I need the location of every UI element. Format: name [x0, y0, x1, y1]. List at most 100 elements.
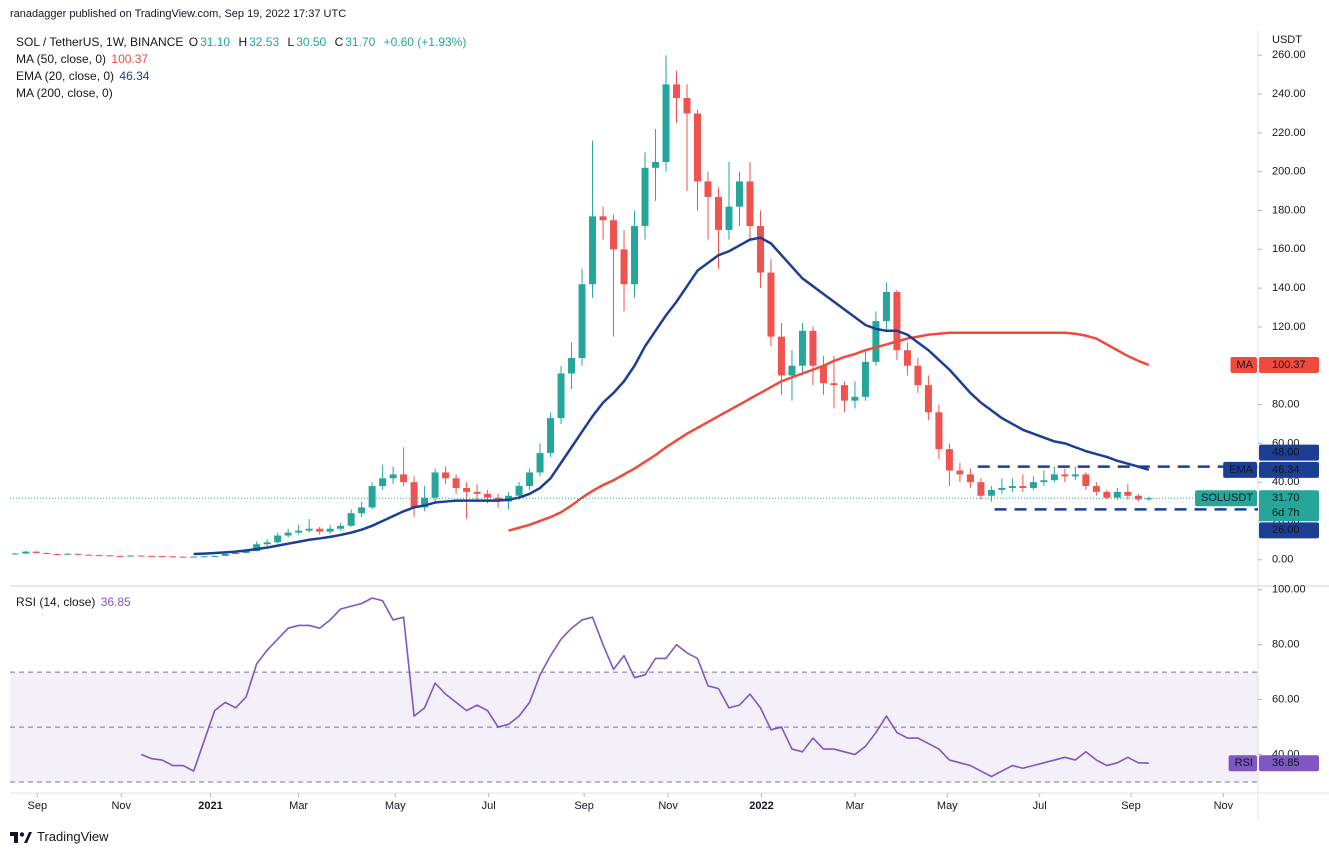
- candle-body: [830, 383, 838, 386]
- candle-body: [22, 551, 30, 554]
- candle-body: [1019, 486, 1027, 488]
- price-tag-name-box: [1195, 490, 1257, 507]
- ohlc-value: 30.50: [296, 35, 327, 49]
- candle-body: [1134, 495, 1142, 500]
- legend: SOL / TetherUS, 1W, BINANCE O 31.10 H 32.5…: [16, 34, 471, 102]
- ohlc-key: L: [287, 35, 295, 49]
- price-tag-value: 46.34: [1272, 464, 1300, 476]
- candle-body: [242, 551, 250, 553]
- y-tick-label: 100.00: [1272, 584, 1306, 596]
- y-tick-label: 220.00: [1272, 127, 1306, 139]
- price-tag-value: 36.85: [1272, 757, 1300, 769]
- candle-body: [1113, 491, 1121, 498]
- candle-body: [211, 555, 219, 557]
- candle-body: [777, 336, 785, 376]
- x-tick-label: Sep: [28, 800, 48, 812]
- y-tick-label: 80.00: [1272, 639, 1300, 651]
- legend-value: 100.37: [111, 52, 149, 66]
- logo: [10, 831, 32, 843]
- candle-body: [463, 487, 471, 492]
- candle-body: [1071, 474, 1079, 477]
- candle-body: [851, 396, 859, 401]
- price-tag-value: 100.37: [1272, 359, 1306, 371]
- candle-body: [53, 553, 61, 555]
- candle-body: [714, 196, 722, 230]
- x-tick-label: Jul: [1033, 800, 1047, 812]
- y-axis-label: USDT: [1272, 34, 1302, 46]
- legend-value: 36.85: [100, 595, 131, 609]
- x-tick-label: Mar: [845, 800, 864, 812]
- candle-body: [305, 528, 313, 531]
- candle-body: [1029, 482, 1037, 488]
- candle-body: [767, 272, 775, 337]
- candle-body: [148, 555, 156, 557]
- ohlc-key: O: [188, 35, 199, 49]
- candle-body: [74, 553, 82, 555]
- published-note: ranadagger published on TradingView.com,…: [10, 8, 347, 20]
- candle-body: [956, 470, 964, 475]
- price-tag-box: [1259, 461, 1319, 478]
- candle-body: [473, 491, 481, 494]
- candle-body: [169, 556, 177, 558]
- price-tag-box: [1259, 490, 1319, 522]
- candle-body: [840, 385, 848, 401]
- candle-body: [43, 552, 51, 554]
- candle-body: [1050, 474, 1058, 481]
- candle-body: [1124, 491, 1132, 496]
- x-tick-label: Nov: [111, 800, 131, 812]
- candle-body: [893, 292, 901, 351]
- candle-body: [788, 365, 796, 376]
- price-tag-value: 48.00: [1272, 447, 1300, 459]
- candle-body: [158, 556, 166, 558]
- candle-body: [421, 497, 429, 508]
- price-tag-box: [1259, 755, 1319, 772]
- plot-background: [10, 30, 1258, 793]
- ohlc-value: 31.70: [345, 35, 376, 49]
- price-tag-name-box: [1230, 357, 1257, 374]
- candle-body: [966, 474, 974, 483]
- candle-body: [735, 181, 743, 207]
- x-tick-label: May: [385, 800, 406, 812]
- ohlc-key: C: [334, 35, 344, 49]
- y-tick-label: 60.00: [1272, 694, 1300, 706]
- candle-body: [641, 167, 649, 227]
- candle-body: [1145, 498, 1153, 500]
- legend-name: MA (50, close, 0): [16, 52, 107, 66]
- footer-brand: TradingView: [37, 829, 109, 844]
- candle-body: [568, 357, 576, 374]
- candle-body: [599, 216, 607, 221]
- legend-row: EMA (20, close, 0) 46.34: [16, 68, 471, 85]
- y-tick-label: 260.00: [1272, 49, 1306, 61]
- legend-name: EMA (20, close, 0): [16, 69, 115, 83]
- legend-name: RSI (14, close): [16, 595, 96, 609]
- price-tag-value: 6d 7h: [1272, 507, 1300, 519]
- candle-body: [526, 472, 534, 487]
- candle-body: [295, 530, 303, 533]
- candle-body: [284, 532, 292, 536]
- price-tag-value: 26.00: [1272, 524, 1300, 536]
- candle-body: [137, 555, 145, 557]
- candle-body: [662, 84, 670, 163]
- candle-body: [1103, 491, 1111, 498]
- candle-body: [179, 556, 187, 558]
- footer: TradingView: [10, 829, 109, 844]
- candle-body: [400, 474, 408, 483]
- candle-body: [872, 321, 880, 362]
- candle-body: [725, 206, 733, 230]
- candle-body: [673, 84, 681, 98]
- ohlc-key: H: [238, 35, 248, 49]
- y-tick-label: 40.00: [1272, 476, 1300, 488]
- x-tick-label: Nov: [1214, 800, 1234, 812]
- candle-body: [882, 292, 890, 322]
- candle-body: [809, 330, 817, 366]
- ohlc-value: 31.10: [200, 35, 231, 49]
- legend-row: MA (50, close, 0) 100.37: [16, 51, 471, 68]
- candle-body: [410, 482, 418, 508]
- candle-body: [1082, 474, 1090, 487]
- y-tick-label: 140.00: [1272, 282, 1306, 294]
- candle-body: [253, 544, 261, 552]
- indicator-line: [508, 331, 1150, 532]
- candle-body: [547, 418, 555, 454]
- candle-body: [200, 556, 208, 558]
